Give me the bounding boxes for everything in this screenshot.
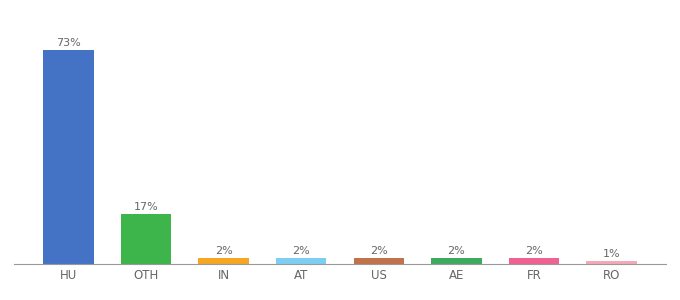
Bar [431, 258, 481, 264]
Text: 2%: 2% [447, 246, 465, 256]
Bar [509, 258, 559, 264]
Bar [199, 258, 249, 264]
Bar [44, 50, 94, 264]
Text: 2%: 2% [370, 246, 388, 256]
Bar [276, 258, 326, 264]
Bar [121, 214, 171, 264]
Text: 1%: 1% [602, 249, 620, 259]
Text: 17%: 17% [134, 202, 158, 212]
Text: 2%: 2% [215, 246, 233, 256]
Text: 2%: 2% [292, 246, 310, 256]
Text: 2%: 2% [525, 246, 543, 256]
Bar [354, 258, 404, 264]
Text: 73%: 73% [56, 38, 81, 48]
Bar [586, 261, 636, 264]
